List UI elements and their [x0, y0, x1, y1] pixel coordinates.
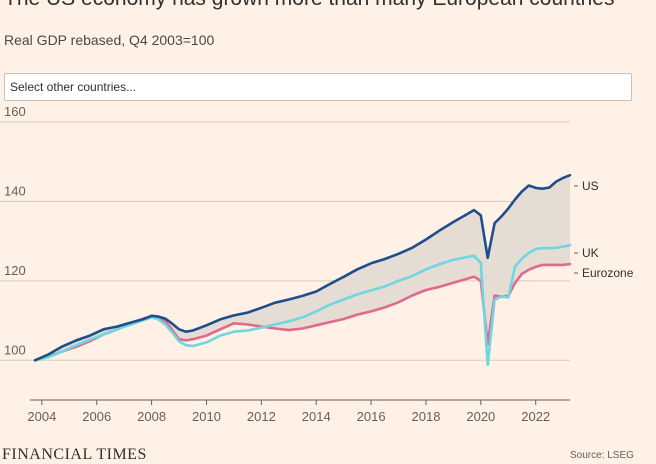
chart-subtitle: Real GDP rebased, Q4 2003=100: [4, 32, 215, 48]
country-search-input[interactable]: [4, 73, 632, 101]
ft-brand-logo: FINANCIAL TIMES: [2, 446, 147, 463]
y-tick-140: 140: [4, 183, 26, 198]
end-label-uk: UK: [582, 246, 599, 260]
x-tick-labels: 2004 2006 2008 2010 2012 2014 2016 2018 2020 2022: [27, 400, 550, 424]
y-tick-160: 160: [4, 104, 26, 119]
x-tick-2016: 2016: [357, 409, 386, 424]
series-lines: [33, 173, 572, 367]
x-tick-2012: 2012: [247, 409, 276, 424]
series-end-labels: US UK Eurozone: [574, 179, 634, 280]
series-line-us: [33, 173, 572, 362]
y-tick-120: 120: [4, 263, 26, 278]
x-tick-2008: 2008: [137, 409, 166, 424]
end-label-eurozone: Eurozone: [582, 266, 634, 280]
x-tick-2018: 2018: [412, 409, 441, 424]
x-tick-2006: 2006: [82, 409, 111, 424]
x-tick-2004: 2004: [27, 409, 56, 424]
x-tick-2014: 2014: [302, 409, 331, 424]
end-label-us: US: [582, 179, 599, 193]
x-tick-2022: 2022: [521, 409, 550, 424]
x-tick-2020: 2020: [466, 409, 495, 424]
source-note: Source: LSEG: [570, 450, 634, 461]
y-gridlines: [0, 121, 570, 361]
y-tick-100: 100: [4, 342, 26, 357]
x-tick-2010: 2010: [192, 409, 221, 424]
us-eurozone-gap-band: [35, 175, 570, 361]
chart-title: The US economy has grown more than many …: [4, 0, 615, 11]
y-tick-labels: 100 120 140 160: [4, 104, 26, 357]
